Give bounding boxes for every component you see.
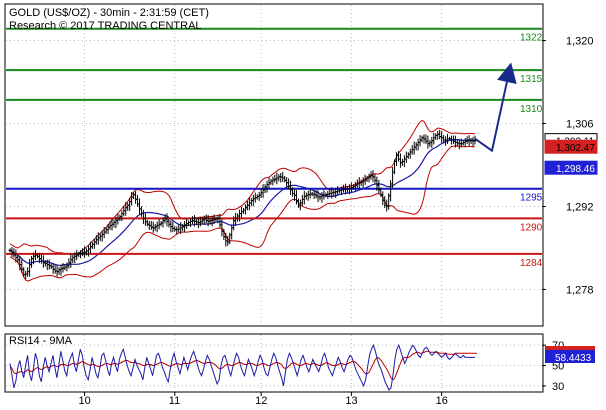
- last-price-badges: 1,303.111,302.471,298.46: [544, 133, 598, 175]
- price-series: [8, 129, 477, 280]
- rsi-y-axis: 70503062.307458.4433: [542, 340, 595, 393]
- level-label-1310: 1310: [520, 104, 543, 115]
- x-tick-label-3: 13: [345, 395, 357, 407]
- level-label-1290: 1290: [520, 222, 543, 233]
- moving-average-line: [9, 138, 476, 266]
- price-y-axis: 1,320 1,306 1,292 1,278: [542, 36, 594, 296]
- price-badge-box-1: [544, 139, 598, 154]
- price-badge-box-2: [544, 160, 598, 175]
- bollinger-bands: [9, 119, 476, 282]
- rsi-badge-label-1: 58.4433: [555, 353, 592, 364]
- level-label-1295: 1295: [520, 193, 543, 204]
- price-panel-frame: [4, 3, 544, 327]
- rsi-series: [9, 343, 477, 391]
- x-tick-label-1: 11: [169, 395, 180, 407]
- grid-lines: [6, 5, 542, 391]
- level-label-1284: 1284: [520, 258, 543, 269]
- price-y-tick-label-1: 1,306: [566, 119, 594, 131]
- price-y-tick-label-0: 1,320: [566, 36, 594, 48]
- rsi-badge-box-1: [545, 349, 595, 363]
- price-levels: 1322 1315 1310 1295 1290 1284: [6, 27, 543, 269]
- rsi-y-tick-label-2: 30: [552, 381, 564, 393]
- level-label-1322: 1322: [520, 33, 543, 44]
- x-tick-label-2: 12: [255, 395, 267, 407]
- bollinger-upper-line: [9, 119, 476, 255]
- x-tick-label-0: 10: [79, 395, 91, 407]
- forecast-arrow-line: [474, 62, 517, 153]
- chart-subtitle: Research © 2017 TRADING CENTRAL: [9, 20, 202, 32]
- rsi-y-tick-label-1: 50: [552, 361, 564, 373]
- forecast-arrow: [474, 62, 517, 153]
- price-badge-label-1: 1,302.47: [556, 143, 595, 154]
- level-label-1315: 1315: [520, 74, 543, 85]
- price-y-tick-label-2: 1,292: [566, 201, 594, 213]
- rsi-line: [9, 343, 475, 391]
- rsi-label: RSI14 - 9MA: [9, 335, 73, 347]
- chart-title: GOLD (US$/OZ) - 30min - 2:31:59 (CET): [9, 7, 209, 19]
- bollinger-lower-line: [9, 145, 476, 282]
- x-tick-label-4: 16: [436, 395, 448, 407]
- x-axis: 10 11 12 13 16: [79, 392, 448, 407]
- rsi-ma-line: [9, 350, 477, 381]
- price-y-tick-label-3: 1,278: [566, 284, 594, 296]
- price-badge-label-2: 1,298.46: [556, 164, 595, 175]
